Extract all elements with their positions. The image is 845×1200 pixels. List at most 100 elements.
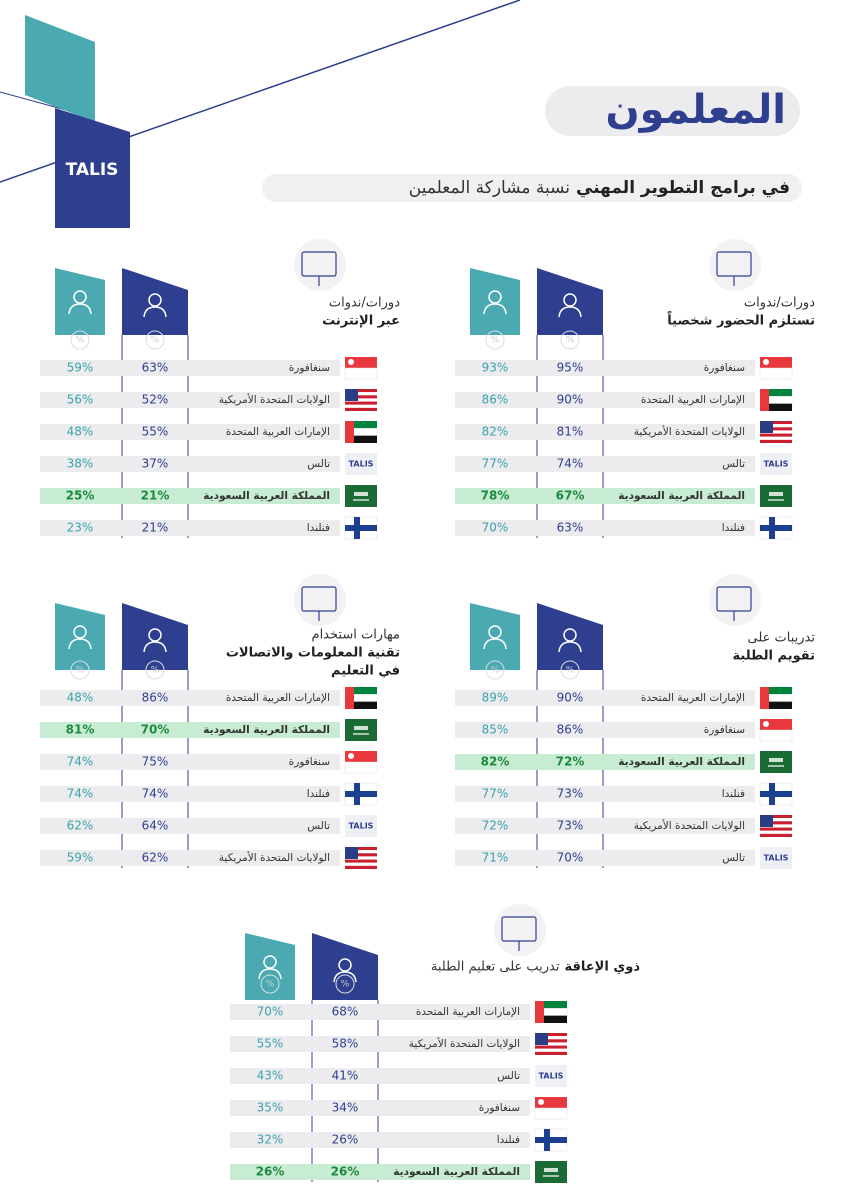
flag <box>760 815 792 819</box>
female-value: 74% <box>67 787 94 801</box>
row-bar <box>230 1004 530 1020</box>
country: سنغافورة <box>704 362 745 374</box>
panel: % % ذوي الإعاقة تدريب على تعليم الطلبة 70% 68… <box>230 904 640 1183</box>
percent-icon <box>485 330 505 350</box>
country: المملكة العربية السعودية <box>393 1166 520 1178</box>
country: الولايات المتحدة الأمريكية <box>634 425 745 438</box>
person-icon <box>488 625 502 639</box>
country: سنغافورة <box>289 756 330 768</box>
country: سنغافورة <box>289 362 330 374</box>
flag <box>345 357 377 368</box>
person-icon <box>563 628 577 642</box>
male-value: 63% <box>142 361 169 375</box>
female-value: 59% <box>67 361 94 375</box>
row-bar <box>40 850 340 866</box>
flag <box>760 421 792 425</box>
percent-icon: % <box>566 336 575 346</box>
country: الإمارات العربية المتحدة <box>641 692 745 704</box>
flag <box>760 403 792 411</box>
row-bar <box>40 690 340 706</box>
flag <box>763 359 769 365</box>
country: المملكة العربية السعودية <box>618 756 745 768</box>
flag <box>345 407 377 411</box>
flag <box>345 395 377 399</box>
percent-icon <box>260 974 280 994</box>
male-value: 37% <box>142 457 169 471</box>
flag <box>535 1039 567 1043</box>
female-value: 89% <box>482 691 509 705</box>
country: الإمارات العربية المتحدة <box>226 426 330 438</box>
male-value: 86% <box>142 691 169 705</box>
flag <box>344 761 378 774</box>
panel-title: دورات/ندوات <box>744 296 815 311</box>
person-icon <box>483 303 507 315</box>
flag <box>535 1097 567 1108</box>
flag <box>354 726 368 730</box>
male-value: 21% <box>141 489 170 503</box>
female-value: 77% <box>482 457 509 471</box>
female-value: 70% <box>482 521 509 535</box>
row-bar <box>455 488 755 504</box>
flag <box>760 827 792 831</box>
male-value: 26% <box>332 1133 359 1147</box>
percent-icon: % <box>341 980 350 990</box>
female-value: 62% <box>67 819 94 833</box>
flag <box>760 687 769 709</box>
person-icon <box>68 303 92 315</box>
percent-icon: % <box>151 666 160 676</box>
row-bar <box>40 520 340 536</box>
country: فنلندا <box>722 522 745 534</box>
male-value: 41% <box>332 1069 359 1083</box>
male-value: 74% <box>142 787 169 801</box>
flag <box>345 421 354 443</box>
country: تالس <box>307 820 330 832</box>
flag <box>535 1051 567 1055</box>
row-bar <box>455 424 755 440</box>
percent-icon <box>485 660 505 680</box>
flag <box>544 1168 558 1172</box>
subtitle-bold: في برامج التطوير المهني <box>576 178 790 198</box>
male-value: 86% <box>557 723 584 737</box>
female-value: 85% <box>482 723 509 737</box>
flag <box>345 791 377 797</box>
flag <box>345 392 377 396</box>
male-value: 52% <box>142 393 169 407</box>
country: الإمارات العربية المتحدة <box>641 394 745 406</box>
flag <box>345 847 358 859</box>
country: سنغافورة <box>479 1102 520 1114</box>
female-value: 43% <box>257 1069 284 1083</box>
flag-label: TALIS <box>349 460 374 469</box>
flag <box>345 701 377 709</box>
flag <box>345 687 377 695</box>
female-value: 35% <box>257 1101 284 1115</box>
country: سنغافورة <box>704 724 745 736</box>
female-header <box>55 268 105 335</box>
flag <box>760 833 792 837</box>
flag <box>760 433 792 437</box>
country: المملكة العربية السعودية <box>203 490 330 502</box>
flag <box>760 453 792 475</box>
flag <box>760 525 792 531</box>
male-header <box>312 933 378 1000</box>
female-value: 82% <box>482 425 509 439</box>
row-bar <box>455 754 755 770</box>
female-value: 81% <box>66 723 95 737</box>
percent-icon: % <box>566 666 575 676</box>
female-value: 23% <box>67 521 94 535</box>
country: الولايات المتحدة الأمريكية <box>634 819 745 832</box>
flag <box>535 1001 567 1009</box>
flag <box>345 435 377 443</box>
flag <box>345 853 377 857</box>
female-value: 59% <box>67 851 94 865</box>
flag-label: TALIS <box>764 854 789 863</box>
row-bar <box>455 456 755 472</box>
row-bar <box>230 1100 530 1116</box>
flag <box>763 721 769 727</box>
female-value: 32% <box>257 1133 284 1147</box>
percent-icon: % <box>491 666 500 676</box>
male-value: 74% <box>557 457 584 471</box>
person-icon <box>263 955 277 969</box>
flag <box>535 1033 567 1037</box>
flag <box>535 1036 567 1040</box>
male-value: 55% <box>142 425 169 439</box>
